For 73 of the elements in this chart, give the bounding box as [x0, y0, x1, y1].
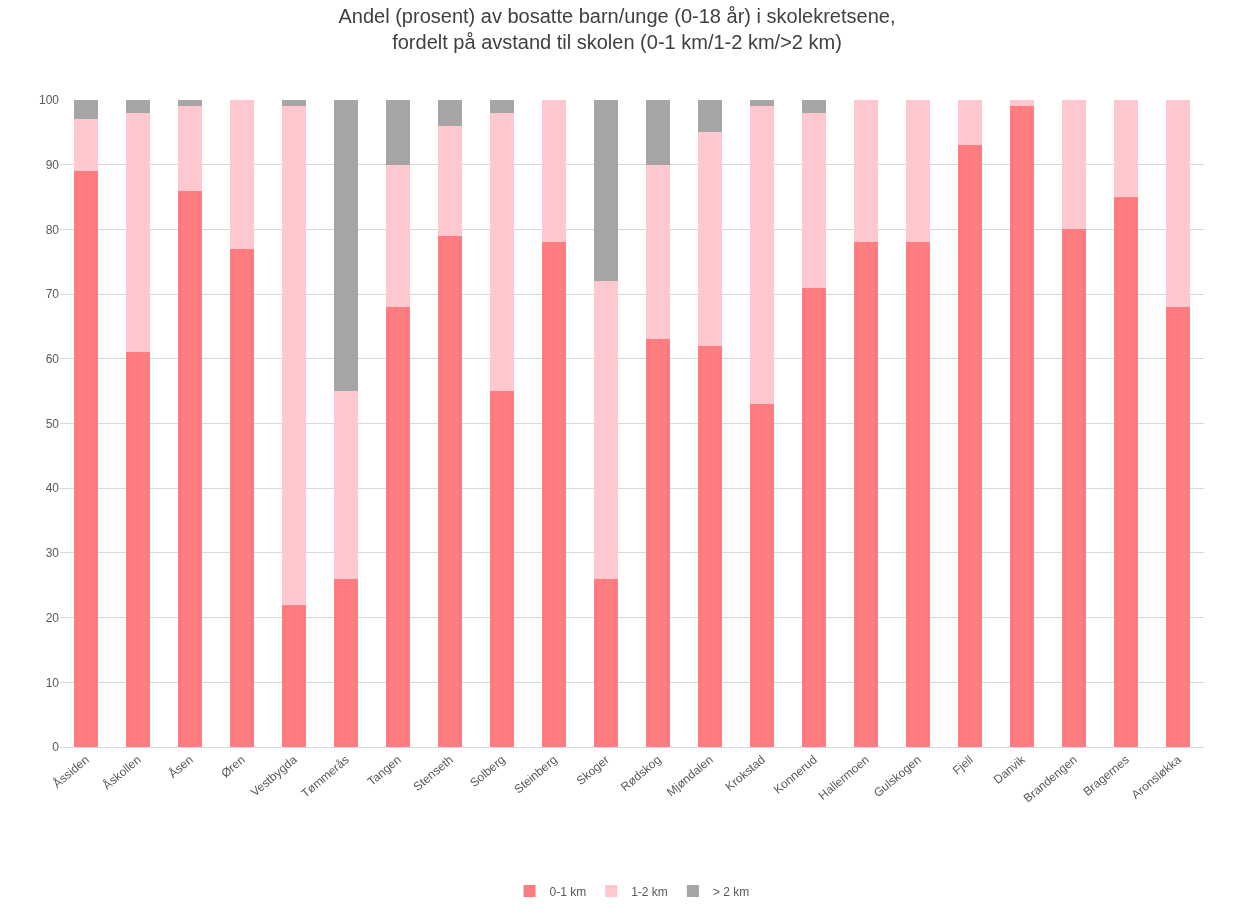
bar	[230, 248, 254, 747]
bar	[542, 242, 566, 747]
bar	[750, 404, 774, 747]
bar	[74, 100, 98, 120]
bar	[386, 100, 410, 165]
y-tick-label: 100	[38, 93, 60, 108]
y-tick-label: 50	[45, 416, 60, 431]
x-tick-label: Fjell	[949, 752, 976, 778]
bar	[1010, 100, 1034, 107]
bar	[334, 578, 358, 747]
bar	[490, 100, 514, 113]
bar	[698, 345, 722, 747]
bar	[698, 132, 722, 346]
bar	[178, 100, 202, 107]
bar	[854, 242, 878, 747]
y-tick-label: 40	[45, 481, 60, 496]
bar	[438, 235, 462, 747]
bar	[490, 391, 514, 747]
bar	[802, 112, 826, 288]
legend-label: 1-2 km	[631, 884, 668, 899]
bar	[542, 100, 566, 243]
bar	[74, 119, 98, 172]
bar	[230, 100, 254, 249]
y-tick-label: 70	[45, 287, 60, 302]
chart-title: Andel (prosent) av bosatte barn/unge (0-18 år) i skolekretsene, fordelt på avstand til skolen (0-1 km/1-2 km/>2 km)	[338, 4, 896, 53]
bar	[750, 100, 774, 107]
y-tick-label: 60	[45, 352, 60, 366]
bar	[126, 112, 150, 353]
y-tick-label: 90	[45, 157, 60, 172]
bar	[646, 339, 670, 747]
bar	[178, 106, 202, 191]
bar	[334, 391, 358, 579]
bar	[386, 307, 410, 747]
bar	[334, 100, 358, 392]
bar	[1062, 229, 1086, 747]
y-tick-label: 30	[45, 546, 60, 561]
bar	[1166, 100, 1190, 308]
bar	[282, 100, 306, 107]
bar	[958, 100, 982, 146]
bar	[906, 100, 930, 243]
bar	[750, 106, 774, 405]
bar	[646, 164, 670, 340]
bar	[282, 604, 306, 747]
bar	[438, 125, 462, 236]
y-tick-label: 80	[45, 222, 60, 237]
legend-label: 0-1 km	[549, 884, 587, 899]
bar	[386, 164, 410, 308]
bar	[490, 112, 514, 392]
bar	[802, 287, 826, 747]
y-tick-label: 0	[52, 740, 60, 755]
bar	[698, 100, 722, 133]
bar	[854, 100, 878, 243]
bar	[282, 106, 306, 605]
bar	[74, 171, 98, 747]
legend-label: > 2 km	[712, 884, 750, 899]
bar	[646, 100, 670, 165]
bar	[594, 578, 618, 747]
bar	[1114, 100, 1138, 198]
bar	[1114, 197, 1138, 747]
bar	[178, 190, 202, 747]
y-tick-label: 10	[45, 675, 60, 690]
bar	[594, 100, 618, 282]
bar	[906, 242, 930, 747]
bar	[1166, 307, 1190, 747]
bar	[126, 100, 150, 113]
bar	[958, 145, 982, 747]
bar	[1010, 106, 1034, 747]
y-tick-label: 20	[45, 610, 60, 625]
bar	[438, 100, 462, 126]
bar	[126, 352, 150, 747]
bar	[594, 281, 618, 579]
bar	[1062, 100, 1086, 230]
bar	[802, 100, 826, 113]
